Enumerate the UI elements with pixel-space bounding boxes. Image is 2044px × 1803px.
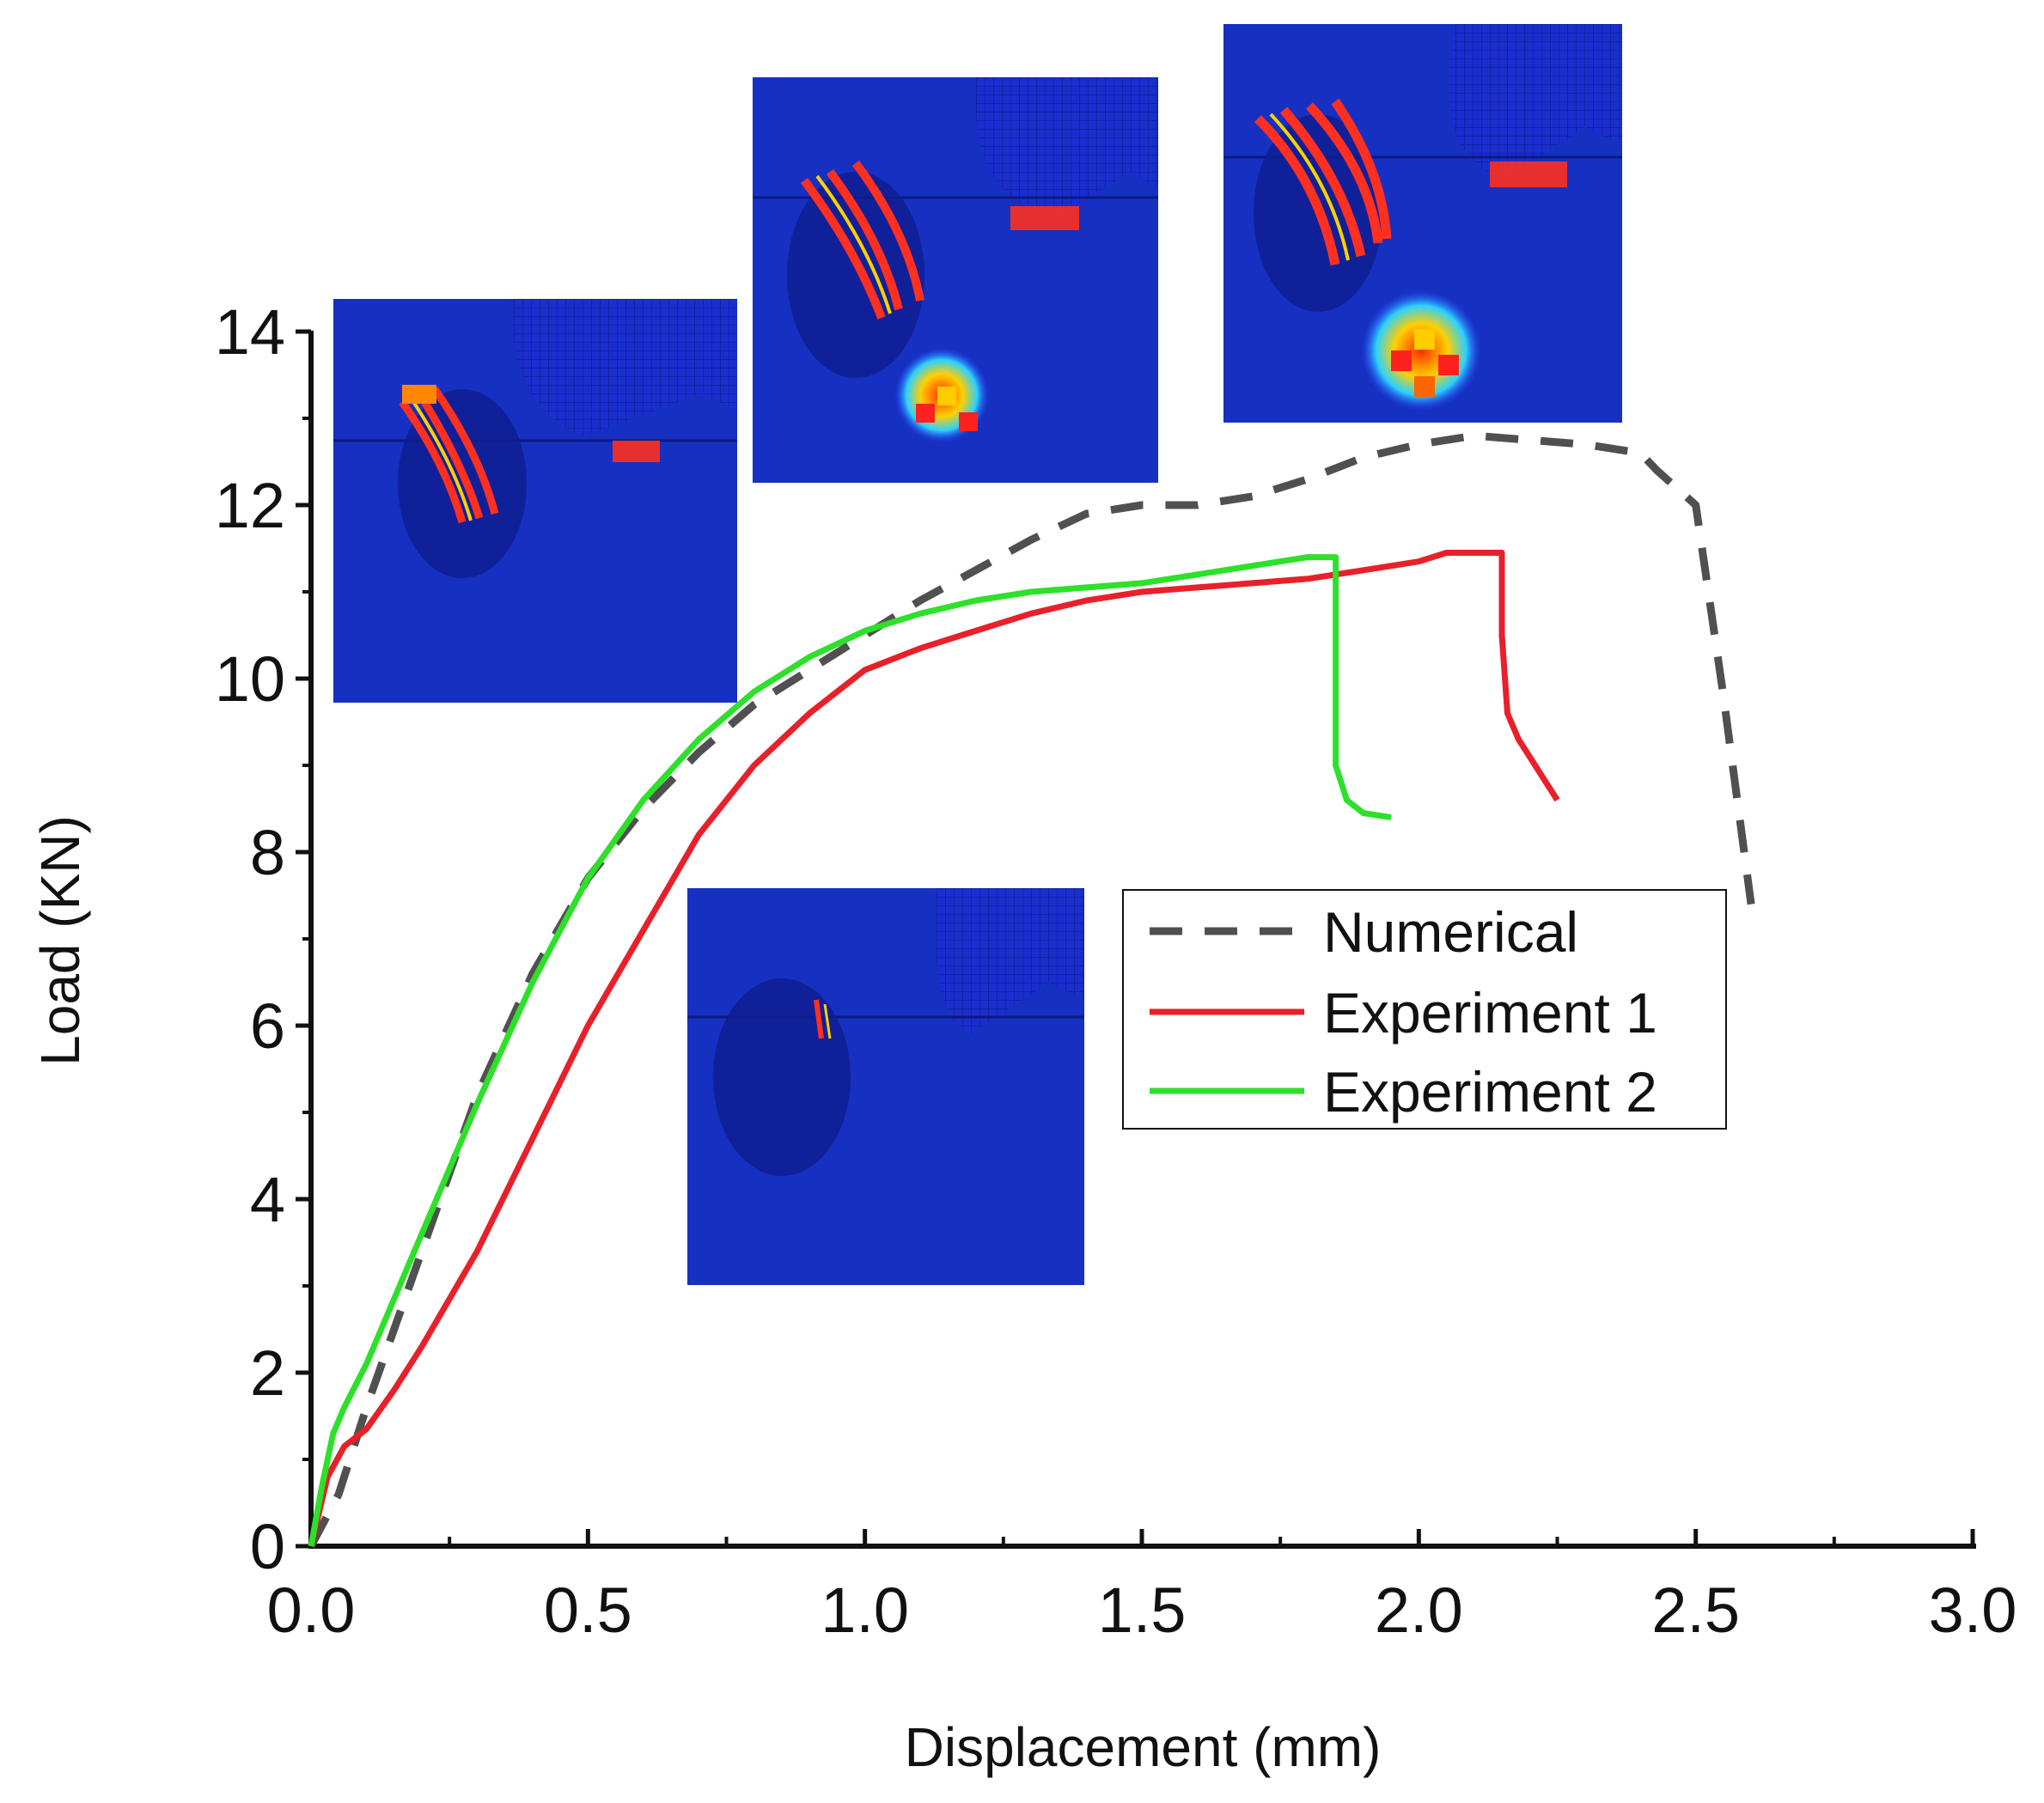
damage-inset-3 <box>1223 24 1622 423</box>
y-tick-label: 12 <box>215 470 285 541</box>
y-tick-label: 0 <box>250 1511 285 1582</box>
y-tick-label: 2 <box>250 1337 285 1409</box>
axes: 0.0 0.5 1.0 1.5 2.0 2.5 3.0 0 2 4 6 8 10 12 14 <box>215 296 2017 1646</box>
y-tick-label: 14 <box>215 296 285 368</box>
y-tick-label: 6 <box>250 990 285 1062</box>
damage-inset-2 <box>753 77 1158 483</box>
x-tick-label: 1.5 <box>1098 1575 1187 1646</box>
y-tick-label: 8 <box>250 817 285 888</box>
x-tick-label: 0.0 <box>267 1575 356 1646</box>
y-tick-label: 4 <box>250 1164 285 1235</box>
x-axis-title: Displacement (mm) <box>905 1716 1382 1778</box>
series-line-experiment-1 <box>308 550 1560 1547</box>
x-tick-label: 1.0 <box>821 1575 909 1646</box>
series-layer <box>308 431 1755 1549</box>
x-tick-label: 0.5 <box>544 1575 632 1646</box>
y-axis-title: Load (KN) <box>29 815 91 1066</box>
x-tick-label: 2.0 <box>1375 1575 1463 1646</box>
x-tick-label: 2.5 <box>1651 1575 1740 1646</box>
damage-inset-4 <box>687 888 1084 1285</box>
y-tick-label: 10 <box>215 643 285 715</box>
x-tick-label: 3.0 <box>1929 1575 2017 1646</box>
legend: Numerical Experiment 1 Experiment 2 <box>1122 889 1727 1130</box>
damage-inset-1 <box>333 299 737 703</box>
series-line-experiment-2 <box>308 554 1392 1547</box>
legend-label-experiment-1: Experiment 1 <box>1323 981 1657 1045</box>
inset-images <box>333 24 1622 1285</box>
legend-label-experiment-2: Experiment 2 <box>1323 1060 1657 1124</box>
legend-label-numerical: Numerical <box>1323 900 1578 964</box>
